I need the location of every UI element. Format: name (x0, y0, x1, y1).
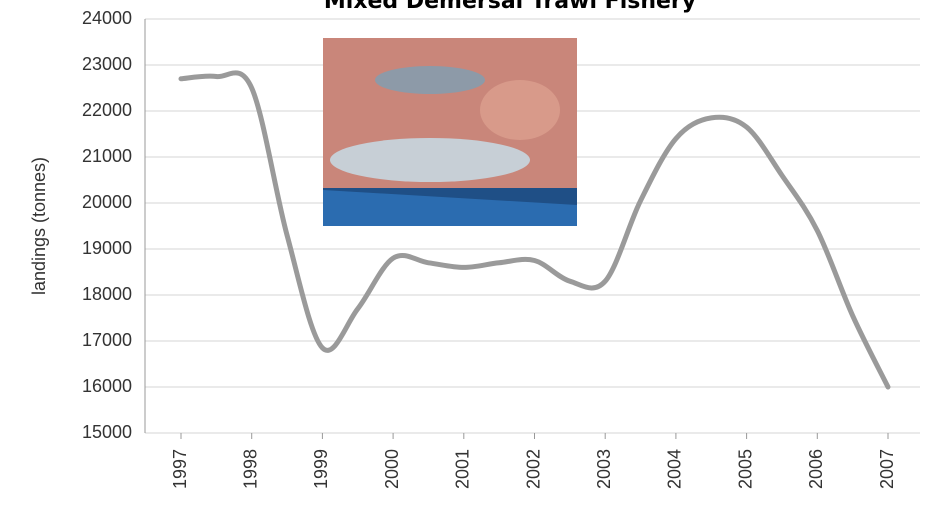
x-tick-label: 2007 (877, 449, 897, 489)
x-tick-label: 2006 (806, 449, 826, 489)
x-tick-label: 2000 (382, 449, 402, 489)
x-tick-label: 2002 (523, 449, 543, 489)
y-tick-label: 20000 (82, 192, 132, 212)
y-tick-label: 17000 (82, 330, 132, 350)
chart-title: Mixed Demersal Trawl Fishery (324, 0, 696, 14)
x-tick-label: 2003 (594, 449, 614, 489)
y-tick-label: 24000 (82, 8, 132, 28)
photo (323, 38, 577, 226)
y-tick-label: 18000 (82, 284, 132, 304)
y-tick-label: 22000 (82, 100, 132, 120)
y-tick-label: 16000 (82, 376, 132, 396)
x-tick-label: 1998 (240, 449, 260, 489)
x-tick-label: 2001 (453, 449, 473, 489)
y-axis-label: landings (tonnes) (29, 157, 49, 295)
y-tick-label: 23000 (82, 54, 132, 74)
x-tick-label: 2005 (735, 449, 755, 489)
x-tick-label: 1999 (311, 449, 331, 489)
y-tick-label: 15000 (82, 422, 132, 442)
y-tick-label: 21000 (82, 146, 132, 166)
data-line (178, 70, 891, 390)
y-tick-label: 19000 (82, 238, 132, 258)
x-tick-label: 1997 (170, 449, 190, 489)
x-tick-label: 2004 (665, 449, 685, 489)
